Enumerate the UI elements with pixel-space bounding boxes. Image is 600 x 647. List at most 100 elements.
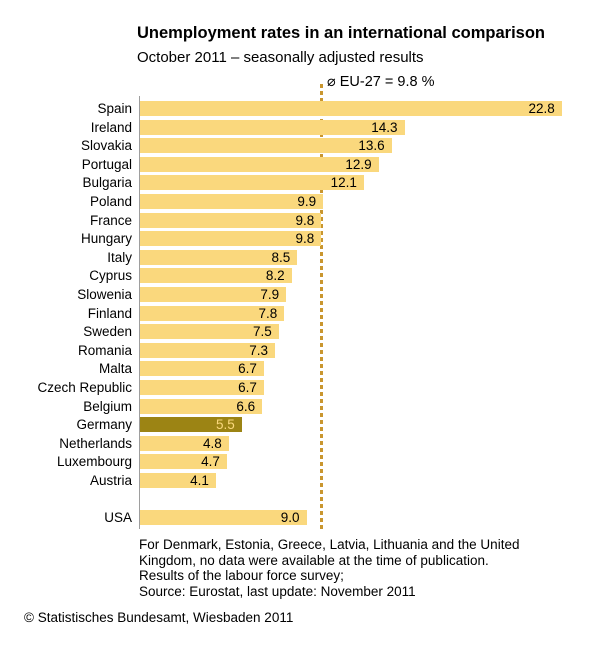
bar: 4.1 xyxy=(140,472,216,488)
bar: 6.7 xyxy=(140,361,264,377)
bar-row: Spain 22.8 xyxy=(0,101,562,116)
country-label: Slovakia xyxy=(80,138,132,154)
bar: 5.5 xyxy=(140,417,242,433)
bar-rows: Spain 22.8 Ireland 14.3 Slovakia 13.6 Portugal… xyxy=(0,101,562,528)
bar-zone: 12.9 xyxy=(140,156,379,172)
bar-zone: 14.3 xyxy=(140,119,405,135)
bar-row: Slowenia 7.9 xyxy=(0,286,562,302)
value-label: 8.2 xyxy=(265,268,285,284)
country-label: Austria xyxy=(89,472,132,488)
bar-zone: 7.5 xyxy=(140,324,279,340)
footnote-line: Results of the labour force survey; xyxy=(139,568,344,583)
bar: 14.3 xyxy=(140,119,405,135)
country-label: Romania xyxy=(77,342,132,358)
country-label: Spain xyxy=(97,101,132,116)
country-label: Germany xyxy=(76,417,132,433)
bar-zone: 9.0 xyxy=(140,509,307,525)
bar: 8.5 xyxy=(140,249,298,265)
value-label: 22.8 xyxy=(528,101,555,116)
bar: 9.8 xyxy=(140,231,322,247)
bar-zone: 4.1 xyxy=(140,472,216,488)
bar: 9.0 xyxy=(140,509,307,525)
eu-average-label: ⌀ EU-27 = 9.8 % xyxy=(327,74,435,90)
country-label: Ireland xyxy=(90,119,132,135)
footnote-line: Kingdom, no data were available at the t… xyxy=(139,552,489,568)
bar-row: Poland 9.9 xyxy=(0,193,562,209)
bar-zone: 22.8 xyxy=(140,101,562,116)
bar-row: Bulgaria 12.1 xyxy=(0,175,562,191)
bar: 7.3 xyxy=(140,342,276,358)
bar-row: Ireland 14.3 xyxy=(0,119,562,135)
bar-zone: 7.9 xyxy=(140,286,287,302)
value-label: 8.5 xyxy=(271,249,291,265)
y-axis-line xyxy=(139,96,140,529)
country-label: Slowenia xyxy=(77,286,132,302)
bar-row: Belgium 6.6 xyxy=(0,398,562,414)
country-label: Luxembourg xyxy=(56,454,132,470)
copyright: © Statistisches Bundesamt, Wiesbaden 201… xyxy=(24,610,294,625)
bar: 4.8 xyxy=(140,435,229,451)
bar-row: Cyprus 8.2 xyxy=(0,268,562,284)
country-label: France xyxy=(89,212,132,228)
bar-zone: 4.7 xyxy=(140,454,227,470)
country-label: Netherlands xyxy=(59,435,132,451)
bar: 6.7 xyxy=(140,379,264,395)
country-label: Portugal xyxy=(81,156,132,172)
chart-subtitle: October 2011 – seasonally adjusted resul… xyxy=(137,49,424,66)
value-label: 12.9 xyxy=(345,156,372,172)
bar-row: Germany 5.5 xyxy=(0,417,562,433)
bar-zone: 9.8 xyxy=(140,231,322,247)
country-label: Sweden xyxy=(83,324,132,340)
country-label: Poland xyxy=(89,193,132,209)
value-label: 4.8 xyxy=(203,435,222,451)
value-label: 7.8 xyxy=(258,305,278,321)
bar-row: Romania 7.3 xyxy=(0,342,562,358)
value-label: 7.3 xyxy=(249,342,269,358)
eu-average-reference-line xyxy=(320,84,324,529)
bar: 8.2 xyxy=(140,268,292,284)
value-label: 9.8 xyxy=(295,231,315,247)
bar-row: Czech Republic 6.7 xyxy=(0,379,562,395)
value-label: 13.6 xyxy=(358,138,385,154)
chart-title: Unemployment rates in an international c… xyxy=(137,24,545,42)
bar-zone: 9.9 xyxy=(140,193,324,209)
country-label: Belgium xyxy=(83,398,132,414)
bar-row: Netherlands 4.8 xyxy=(0,435,562,451)
bar: 12.1 xyxy=(140,175,364,191)
bar-row: Sweden 7.5 xyxy=(0,324,562,340)
bar-zone: 7.3 xyxy=(140,342,276,358)
bar: 7.5 xyxy=(140,324,279,340)
bar-zone: 8.2 xyxy=(140,268,292,284)
value-label: 5.5 xyxy=(215,417,235,433)
value-label: 9.9 xyxy=(297,193,317,209)
bar-zone: 12.1 xyxy=(140,175,364,191)
bar: 7.9 xyxy=(140,286,287,302)
footnotes: For Denmark, Estonia, Greece, Latvia, Li… xyxy=(139,537,519,599)
bar-row: Hungary 9.8 xyxy=(0,231,562,247)
footnote-line: Source: Eurostat, last update: November … xyxy=(139,583,416,599)
value-label: 9.8 xyxy=(295,212,315,228)
value-label: 6.7 xyxy=(238,361,257,377)
bar-zone: 4.8 xyxy=(140,435,229,451)
bar-row: USA 9.0 xyxy=(0,509,562,525)
bar: 12.9 xyxy=(140,156,379,172)
bar: 9.8 xyxy=(140,212,322,228)
country-label: Malta xyxy=(98,361,132,377)
value-label: 4.1 xyxy=(190,472,209,488)
country-label: USA xyxy=(104,509,132,525)
value-label: 6.7 xyxy=(238,379,257,395)
bar: 7.8 xyxy=(140,305,285,321)
bar-zone: 6.7 xyxy=(140,361,264,377)
country-label: Czech Republic xyxy=(37,379,132,395)
country-label: Italy xyxy=(107,249,132,265)
bar-zone: 6.7 xyxy=(140,379,264,395)
bar-row: Malta 6.7 xyxy=(0,361,562,377)
bar-zone: 6.6 xyxy=(140,398,263,414)
bar-row: Finland 7.8 xyxy=(0,305,562,321)
value-label: 12.1 xyxy=(330,175,357,191)
bar-row: Slovakia 13.6 xyxy=(0,138,562,154)
bar-row: Portugal 12.9 xyxy=(0,156,562,172)
bar-zone: 8.5 xyxy=(140,249,298,265)
country-label: Hungary xyxy=(80,231,132,247)
